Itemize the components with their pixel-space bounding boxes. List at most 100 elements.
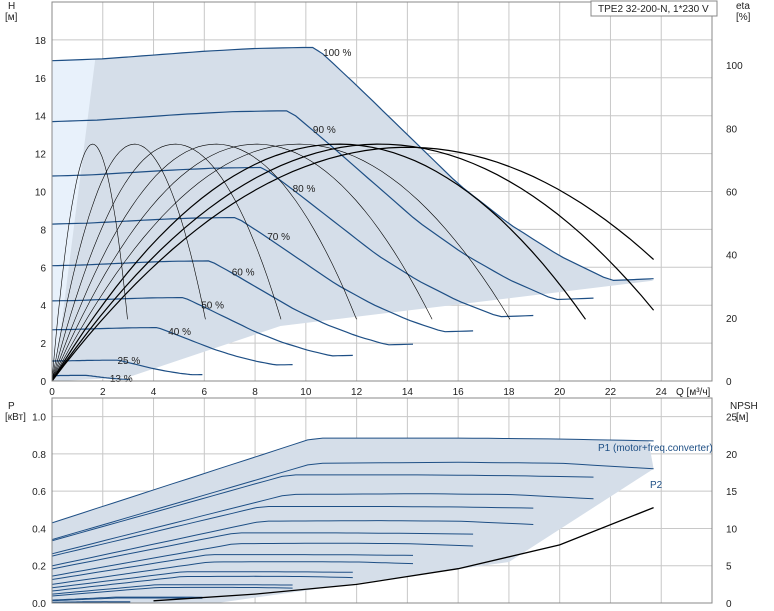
speed-curve-label: 25 % bbox=[117, 356, 140, 367]
power-curve bbox=[51, 571, 353, 589]
speed-curve-label: 90 % bbox=[313, 125, 336, 136]
efficiency-curve bbox=[51, 143, 128, 382]
y-tick-label: 4 bbox=[40, 301, 46, 312]
speed-curve-label: 60 % bbox=[232, 268, 255, 279]
efficiency-curve bbox=[51, 143, 433, 382]
x-tick-label: 10 bbox=[300, 387, 312, 398]
x-tick-label: 18 bbox=[503, 387, 515, 398]
y2-tick-label: 0 bbox=[726, 377, 732, 388]
efficiency-curve bbox=[51, 143, 655, 382]
y2-tick-label: 40 bbox=[726, 251, 738, 262]
y-tick-label: 18 bbox=[35, 36, 47, 47]
y-tick-label: 0.2 bbox=[32, 562, 46, 573]
x-tick-label: 12 bbox=[351, 387, 363, 398]
y-tick-label: 2 bbox=[40, 339, 46, 350]
speed-curve-label: 70 % bbox=[267, 232, 290, 243]
efficiency-curve bbox=[51, 143, 282, 382]
power-curve bbox=[51, 542, 474, 577]
series-label-p2: P2 bbox=[650, 480, 663, 491]
y-tick-label: 0.4 bbox=[32, 524, 46, 535]
power-curve bbox=[51, 506, 534, 557]
y2-tick-label: 20 bbox=[726, 450, 738, 461]
y-axis-unit: [м] bbox=[5, 12, 18, 23]
plot-frame bbox=[51, 397, 713, 604]
y-tick-label: 8 bbox=[40, 225, 46, 236]
y2-tick-label: 100 bbox=[726, 61, 743, 72]
power-curve bbox=[51, 437, 654, 524]
x-tick-label: 0 bbox=[49, 387, 55, 398]
speed-curve bbox=[51, 297, 353, 357]
power-curve bbox=[51, 575, 353, 592]
operating-area bbox=[52, 47, 654, 381]
speed-curve-label: 13 % bbox=[110, 374, 133, 385]
y-tick-label: 16 bbox=[35, 74, 47, 85]
x-tick-label: 8 bbox=[252, 387, 258, 398]
efficiency-curve bbox=[51, 146, 654, 382]
power-curve bbox=[51, 584, 293, 595]
chart-title: TPE2 32-200-N, 1*230 V bbox=[598, 4, 709, 15]
speed-curve-label: 80 % bbox=[293, 184, 316, 195]
power-curve bbox=[51, 461, 654, 541]
y2-tick-label: 25 bbox=[726, 413, 738, 424]
efficiency-curve bbox=[51, 143, 206, 382]
y-tick-label: 0.8 bbox=[32, 450, 46, 461]
y-axis-title: H bbox=[8, 1, 15, 12]
power-curve bbox=[51, 596, 203, 601]
x-tick-label: 14 bbox=[402, 387, 414, 398]
efficiency-curve bbox=[51, 143, 586, 382]
x-tick-label: 2 bbox=[100, 387, 106, 398]
x-axis-title: Q [м³/ч] bbox=[676, 387, 711, 398]
y-tick-label: 14 bbox=[35, 112, 47, 123]
x-tick-label: 20 bbox=[554, 387, 566, 398]
speed-curve bbox=[52, 374, 131, 380]
y2-axis-title: NPSH bbox=[730, 401, 758, 412]
power-curve bbox=[51, 561, 414, 585]
x-tick-label: 16 bbox=[453, 387, 465, 398]
y-tick-label: 1.0 bbox=[32, 413, 46, 424]
y2-axis-unit: [%] bbox=[736, 12, 751, 23]
power-curve bbox=[51, 520, 534, 567]
speed-curve bbox=[51, 327, 293, 366]
speed-curve bbox=[52, 359, 203, 376]
speed-curve bbox=[51, 260, 414, 346]
speed-curve-label: 50 % bbox=[201, 301, 224, 312]
y-axis-title: P bbox=[8, 401, 15, 412]
power-curve bbox=[51, 597, 203, 602]
y2-tick-label: 15 bbox=[726, 487, 738, 498]
power-panel: 0.0 0.2 0.4 0.6 0.8 1.0 0 5 10 15 20 25 P1 (motor+fr… bbox=[5, 397, 758, 610]
y2-tick-label: 5 bbox=[726, 562, 732, 573]
efficiency-curve bbox=[51, 143, 357, 382]
head-panel: 100 %90 %80 %70 %60 %50 %40 %25 %13 %0 2 4… bbox=[5, 1, 751, 398]
power-curve bbox=[51, 586, 293, 597]
npsh-curve bbox=[153, 506, 654, 602]
y2-tick-label: 80 bbox=[726, 124, 738, 135]
y-tick-label: 0 bbox=[40, 377, 46, 388]
x-tick-label: 6 bbox=[202, 387, 208, 398]
y2-tick-label: 10 bbox=[726, 524, 738, 535]
power-curve bbox=[51, 554, 414, 580]
power-curve bbox=[51, 493, 594, 555]
speed-curve-label: 40 % bbox=[168, 327, 191, 338]
efficiency-curve bbox=[51, 143, 511, 382]
speed-curve bbox=[51, 46, 654, 282]
y-axis-unit: [кВт] bbox=[5, 412, 26, 423]
x-tick-label: 22 bbox=[605, 387, 617, 398]
title-box: TPE2 32-200-N, 1*230 V bbox=[590, 0, 718, 17]
y-tick-label: 12 bbox=[35, 150, 47, 161]
y-tick-label: 10 bbox=[35, 188, 47, 199]
y-tick-label: 0.0 bbox=[32, 599, 46, 610]
y2-tick-label: 20 bbox=[726, 314, 738, 325]
x-tick-label: 24 bbox=[656, 387, 668, 398]
power-curve bbox=[51, 474, 594, 542]
plot-frame bbox=[51, 1, 713, 382]
y2-tick-label: 60 bbox=[726, 188, 738, 199]
y2-axis-unit: [м] bbox=[736, 412, 749, 423]
x-tick-label: 4 bbox=[151, 387, 157, 398]
speed-curve-label: 100 % bbox=[323, 48, 351, 59]
speed-curve bbox=[51, 110, 594, 301]
y2-axis-title: eta bbox=[736, 1, 750, 12]
y-tick-label: 6 bbox=[40, 263, 46, 274]
series-label-p1: P1 (motor+freq.converter) bbox=[598, 443, 713, 454]
power-curve bbox=[51, 532, 474, 570]
